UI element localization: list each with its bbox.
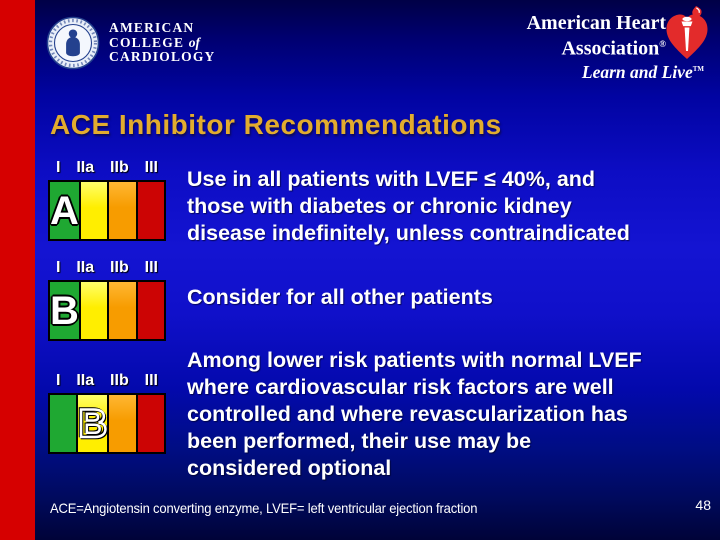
class-box-III xyxy=(135,395,165,452)
class-boxes: B xyxy=(48,393,166,454)
class-box-IIb xyxy=(107,182,136,239)
class-labels: I IIa IIb III xyxy=(48,258,166,280)
aha-wordmark: American Heart Association® xyxy=(527,13,666,60)
recommendation-text-3: Among lower risk patients with normal LV… xyxy=(187,348,642,480)
class-box-III xyxy=(135,182,165,239)
class-label-I: I xyxy=(55,259,61,276)
aha-line1: American Heart xyxy=(526,12,666,34)
evidence-letter: B xyxy=(50,288,79,333)
aha-tagline: Learn and LiveTM xyxy=(581,62,704,82)
acc-wordmark: AMERICAN COLLEGE of CARDIOLOGY xyxy=(109,21,216,65)
trademark-mark: TM xyxy=(692,65,704,74)
class-box-I: B xyxy=(50,282,79,339)
abbreviation-footnote: ACE=Angiotensin converting enzyme, LVEF=… xyxy=(50,500,478,516)
class-box-III xyxy=(135,282,165,339)
class-label-IIb: IIb xyxy=(110,372,129,389)
recommendation-text-2: Consider for all other patients xyxy=(187,285,493,309)
class-indicator-2: I IIa IIb III B xyxy=(48,258,166,341)
class-box-I xyxy=(50,395,77,452)
class-box-IIa xyxy=(78,182,108,239)
class-box-IIa xyxy=(78,282,108,339)
class-box-IIb xyxy=(107,282,136,339)
class-label-IIa: IIa xyxy=(76,372,95,389)
class-label-III: III xyxy=(144,259,158,276)
class-box-IIa: B xyxy=(76,395,109,452)
acc-seal-icon xyxy=(46,16,100,70)
registered-mark: ® xyxy=(659,39,666,49)
left-red-accent-bar xyxy=(0,0,35,540)
class-label-III: III xyxy=(144,372,158,389)
page-number: 48 xyxy=(695,497,711,513)
acc-line1: AMERICAN xyxy=(109,20,195,36)
class-indicator-1: I IIa IIb III A xyxy=(48,158,166,241)
class-label-III: III xyxy=(144,159,158,176)
class-box-IIb xyxy=(107,395,136,452)
class-boxes: A xyxy=(48,180,166,241)
class-labels: I IIa IIb III xyxy=(48,158,166,180)
class-indicator-3: I IIa IIb III B xyxy=(48,371,166,454)
class-boxes: B xyxy=(48,280,166,341)
class-label-I: I xyxy=(55,159,61,176)
recommendation-text-1: Use in all patients with LVEF ≤ 40%, and… xyxy=(187,167,630,245)
acc-logo: AMERICAN COLLEGE of CARDIOLOGY xyxy=(46,16,216,70)
evidence-letter: B xyxy=(77,401,108,446)
aha-line2: Association® xyxy=(561,37,666,60)
class-label-IIa: IIa xyxy=(76,159,95,176)
page-title: ACE Inhibitor Recommendations xyxy=(50,109,502,140)
class-label-I: I xyxy=(55,372,61,389)
acc-line3: CARDIOLOGY xyxy=(109,49,216,65)
class-labels: I IIa IIb III xyxy=(48,371,166,393)
acc-line2: COLLEGE of xyxy=(109,34,200,50)
aha-heart-torch-icon xyxy=(666,6,708,59)
evidence-letter: A xyxy=(50,188,79,233)
class-label-IIb: IIb xyxy=(110,159,129,176)
class-box-I: A xyxy=(50,182,79,239)
class-label-IIa: IIa xyxy=(76,259,95,276)
class-label-IIb: IIb xyxy=(110,259,129,276)
